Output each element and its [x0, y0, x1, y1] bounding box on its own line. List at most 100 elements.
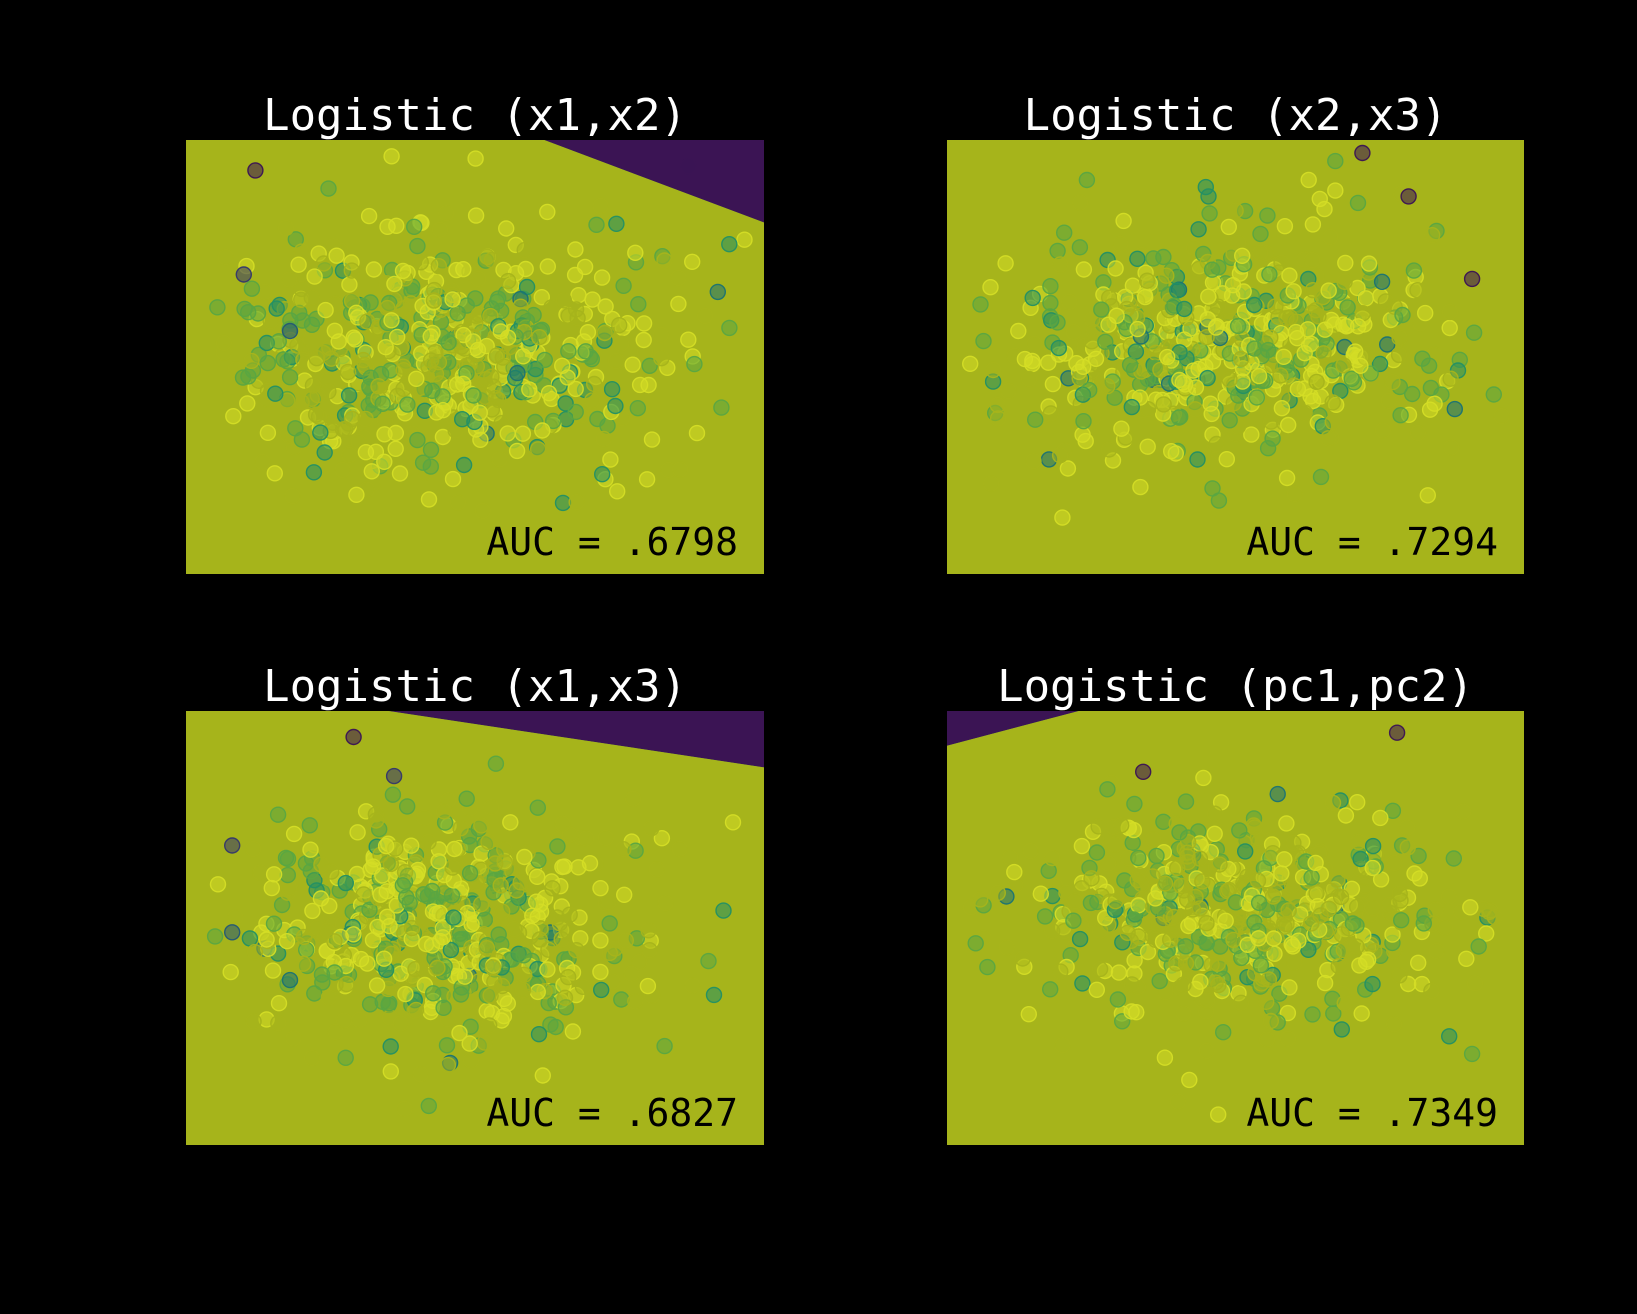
scatter-point: [279, 866, 297, 884]
scatter-point: [1150, 916, 1167, 933]
scatter-point: [1324, 794, 1342, 812]
scatter-point: [564, 1023, 582, 1040]
scatter-point: [567, 403, 584, 421]
scatter-point: [1173, 877, 1190, 895]
scatter-point: [483, 798, 500, 816]
scatter-point: [1246, 296, 1263, 314]
scatter-point: [429, 959, 446, 977]
scatter-point: [1075, 261, 1093, 278]
scatter-point: [337, 874, 355, 892]
scatter-point: [244, 840, 262, 858]
scatter-point: [1320, 430, 1337, 447]
scatter-point: [1390, 346, 1408, 364]
scatter-point: [516, 241, 533, 259]
scatter-point: [263, 879, 281, 897]
scatter-point: [395, 361, 412, 379]
scatter-point: [1445, 850, 1462, 867]
scatter-point: [1107, 260, 1124, 277]
scatter-point: [584, 291, 601, 308]
scatter-point: [1280, 902, 1297, 919]
scatter-point: [1316, 200, 1333, 218]
scatter-point: [294, 955, 312, 972]
scatter-point: [1233, 350, 1250, 368]
scatter-point: [420, 1097, 438, 1115]
scatter-point: [1279, 1004, 1297, 1022]
scatter-point: [1261, 266, 1278, 283]
auc-annotation: AUC = .7294: [1246, 520, 1498, 564]
scatter-point: [449, 494, 467, 511]
scatter-point: [1198, 1042, 1215, 1060]
scatter-point: [1349, 793, 1366, 811]
scatter-point: [449, 305, 466, 322]
scatter-point: [559, 369, 576, 386]
scatter-point: [285, 825, 303, 843]
scatter-point: [519, 996, 536, 1013]
scatter-point: [217, 248, 234, 266]
scatter-point: [1210, 298, 1227, 315]
scatter-point: [240, 368, 257, 385]
scatter-point: [397, 985, 414, 1003]
scatter-point: [1130, 849, 1147, 867]
scatter-point: [1071, 194, 1089, 211]
scatter-point: [294, 312, 311, 329]
scatter-point: [1052, 963, 1069, 980]
scatter-point: [560, 969, 577, 986]
scatter-point: [465, 387, 482, 404]
scatter-point: [545, 412, 562, 430]
scatter-point: [1349, 898, 1366, 916]
scatter-point: [444, 859, 461, 876]
scatter-point: [351, 1011, 368, 1028]
scatter-point: [430, 257, 448, 275]
scatter-point: [343, 262, 361, 279]
scatter-point: [1316, 974, 1334, 992]
scatter-point: [481, 1017, 498, 1034]
scatter-point: [1300, 171, 1317, 189]
scatter-point: [524, 907, 541, 924]
scatter-point: [348, 304, 365, 322]
scatter-point: [592, 879, 609, 897]
scatter-point: [1463, 270, 1481, 288]
scatter-point: [531, 328, 548, 346]
scatter-point: [705, 986, 723, 1004]
scatter-point: [979, 958, 996, 976]
plot-area: [947, 140, 1524, 574]
scatter-point: [330, 333, 347, 350]
scatter-point: [1364, 837, 1382, 855]
scatter-point: [281, 971, 299, 989]
scatter-point: [266, 465, 284, 482]
scatter-point: [1054, 509, 1071, 526]
scatter-point: [1088, 981, 1106, 998]
scatter-point: [1158, 348, 1176, 366]
plot-area: [947, 711, 1524, 1145]
scatter-point: [653, 349, 670, 367]
scatter-point: [1206, 825, 1223, 843]
scatter-point: [281, 322, 299, 340]
scatter-point: [1024, 352, 1041, 370]
scatter-point: [515, 348, 532, 365]
scatter-point: [509, 364, 526, 382]
scatter-point: [554, 815, 571, 832]
scatter-point: [1071, 930, 1089, 948]
scatter-point: [1273, 865, 1290, 882]
scatter-point: [269, 806, 287, 823]
scatter-point: [209, 299, 226, 316]
scatter-point: [268, 300, 285, 317]
scatter-point: [1189, 451, 1206, 468]
scatter-point: [444, 291, 461, 308]
scatter-point: [224, 837, 241, 854]
scatter-point: [1036, 908, 1054, 925]
scatter-point: [533, 288, 550, 306]
scatter-point: [1463, 1045, 1481, 1063]
scatter-point: [1272, 367, 1289, 384]
scatter-point: [1074, 358, 1092, 376]
scatter-point: [292, 291, 310, 309]
scatter-point: [1139, 943, 1157, 961]
scatter-point: [514, 425, 532, 442]
scatter-point: [648, 861, 665, 878]
scatter-point: [302, 841, 319, 858]
scatter-point: [308, 349, 326, 367]
scatter-point: [386, 275, 403, 293]
scatter-point: [409, 431, 426, 449]
scatter-point: [1415, 915, 1432, 932]
scatter-point: [375, 950, 393, 967]
